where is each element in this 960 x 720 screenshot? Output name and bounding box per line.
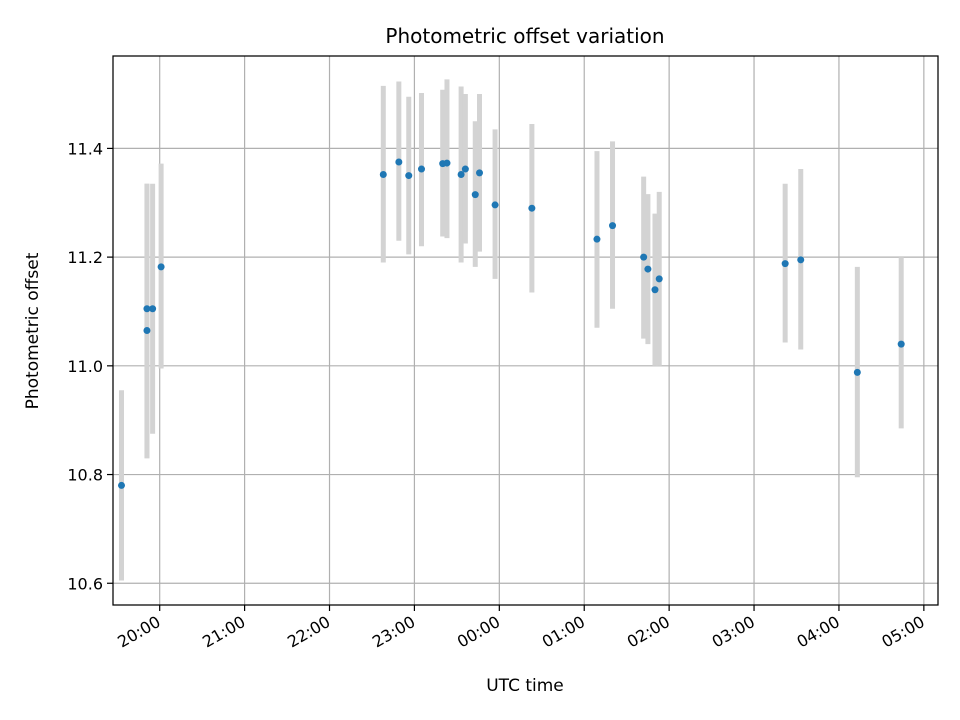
data-point — [143, 305, 151, 313]
y-tick-label: 10.8 — [67, 466, 103, 485]
data-point — [897, 340, 905, 348]
data-point — [491, 201, 499, 209]
data-point — [853, 368, 861, 376]
data-point — [609, 222, 617, 230]
y-tick-label: 11.2 — [67, 248, 103, 267]
data-point — [117, 481, 125, 489]
data-point — [797, 256, 805, 264]
data-point — [651, 286, 659, 294]
data-point — [781, 260, 789, 268]
data-point — [405, 172, 413, 180]
x-axis-label: UTC time — [486, 676, 564, 696]
data-point — [157, 263, 165, 271]
data-point — [417, 165, 425, 173]
grid — [113, 56, 938, 605]
y-tick-label: 11.4 — [67, 139, 103, 158]
data-point — [471, 191, 479, 199]
y-tick-label: 11.0 — [67, 357, 103, 376]
data-point — [143, 327, 151, 334]
plot-frame — [112, 55, 939, 606]
data-point — [476, 169, 484, 177]
chart-title: Photometric offset variation — [385, 24, 664, 48]
data-point — [640, 253, 648, 261]
data-point — [528, 204, 536, 212]
y-tick-label: 10.6 — [67, 574, 103, 593]
data-point — [149, 305, 157, 313]
data-point — [461, 165, 469, 173]
data-point — [379, 170, 387, 178]
data-point — [395, 158, 403, 166]
data-point — [593, 235, 601, 243]
data-point — [457, 170, 465, 178]
data-point — [443, 159, 451, 167]
data-points — [117, 158, 905, 489]
data-point — [655, 275, 663, 283]
data-point — [644, 265, 652, 273]
y-axis-label: Photometric offset — [23, 252, 43, 409]
y-axis: 10.6 10.8 11.0 11.2 11.4 — [67, 139, 113, 593]
